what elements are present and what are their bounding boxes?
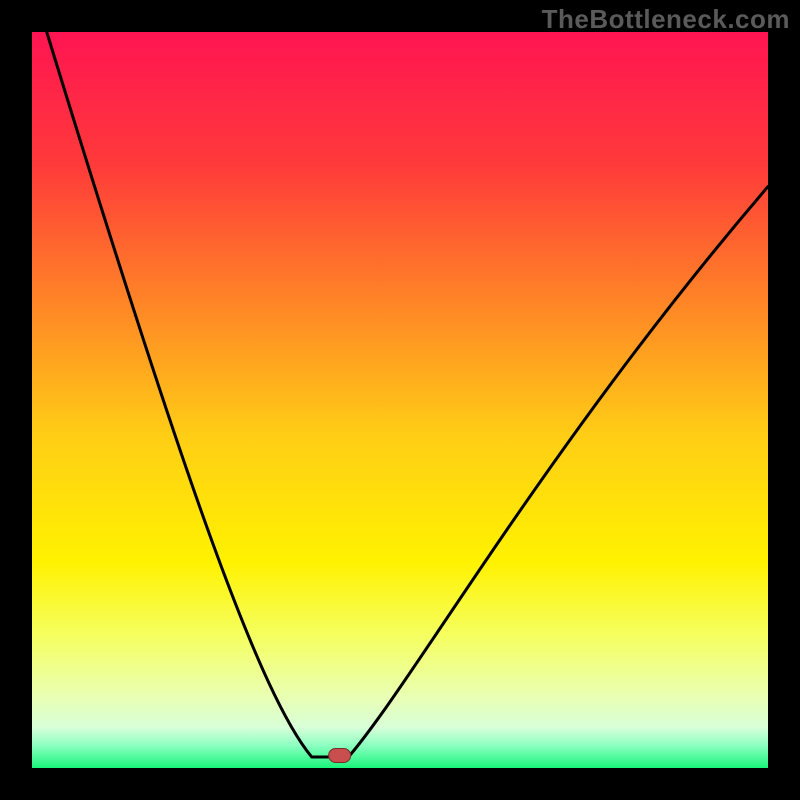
chart-stage: TheBottleneck.com — [0, 0, 800, 800]
watermark-label: TheBottleneck.com — [542, 4, 790, 35]
bottleneck-chart — [0, 0, 800, 800]
optimum-marker — [329, 748, 351, 762]
plot-gradient-background — [32, 32, 768, 768]
